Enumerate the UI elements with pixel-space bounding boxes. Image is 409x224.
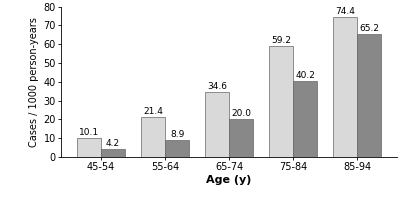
Bar <box>141 117 165 157</box>
Bar <box>101 149 125 157</box>
X-axis label: Age (y): Age (y) <box>207 175 252 185</box>
Text: 74.4: 74.4 <box>335 7 355 16</box>
Text: 21.4: 21.4 <box>143 107 163 116</box>
Text: 59.2: 59.2 <box>271 36 291 45</box>
Bar <box>269 46 293 157</box>
Bar <box>333 17 357 157</box>
Bar <box>357 34 382 157</box>
Bar <box>204 92 229 157</box>
Text: 10.1: 10.1 <box>79 128 99 137</box>
Bar <box>165 140 189 157</box>
Y-axis label: Cases / 1000 person-years: Cases / 1000 person-years <box>29 17 39 147</box>
Bar <box>76 138 101 157</box>
Text: 8.9: 8.9 <box>170 130 184 139</box>
Text: 40.2: 40.2 <box>295 71 315 80</box>
Text: 4.2: 4.2 <box>106 139 120 148</box>
Text: 34.6: 34.6 <box>207 82 227 91</box>
Text: 20.0: 20.0 <box>231 109 251 118</box>
Bar <box>229 119 254 157</box>
Bar <box>293 81 317 157</box>
Text: 65.2: 65.2 <box>360 24 379 33</box>
